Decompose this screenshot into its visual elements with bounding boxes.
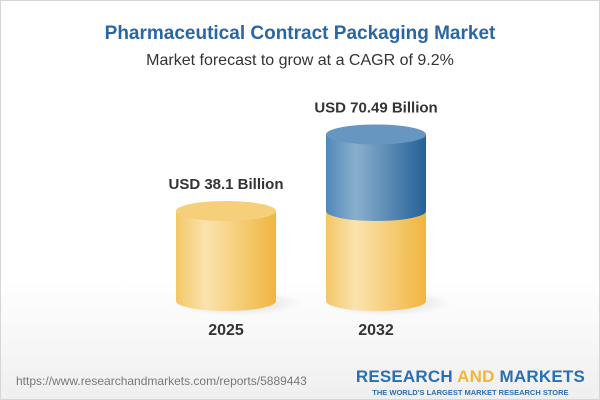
cylinder-growth-2032	[326, 134, 426, 221]
data-label: USD 70.49 Billion	[314, 99, 437, 116]
logo-tagline: THE WORLD'S LARGEST MARKET RESEARCH STOR…	[372, 388, 569, 397]
cylinder-base-2025	[176, 211, 276, 311]
x-tick-label: 2032	[358, 322, 394, 339]
logo-markets: MARKETS	[499, 367, 585, 386]
cylinder-base-2025-top	[176, 201, 276, 221]
logo-and: AND	[457, 367, 495, 386]
logo-research: RESEARCH	[355, 367, 453, 386]
chart-subtitle: Market forecast to grow at a CAGR of 9.2…	[146, 52, 454, 69]
cylinder-chart: USD 38.1 Billion 2025 USD 70.49 Billion 203…	[168, 99, 452, 339]
x-tick-label: 2025	[208, 322, 244, 339]
cylinder-growth-2032-top	[326, 124, 426, 145]
cylinder-base-2032	[326, 211, 426, 311]
data-label: USD 38.1 Billion	[168, 176, 283, 193]
source-url[interactable]: https://www.researchandmarkets.com/repor…	[16, 374, 307, 388]
research-and-markets-logo: RESEARCH AND MARKETS THE WORLD'S LARGEST…	[356, 367, 585, 397]
chart-title: Pharmaceutical Contract Packaging Market	[104, 23, 496, 44]
